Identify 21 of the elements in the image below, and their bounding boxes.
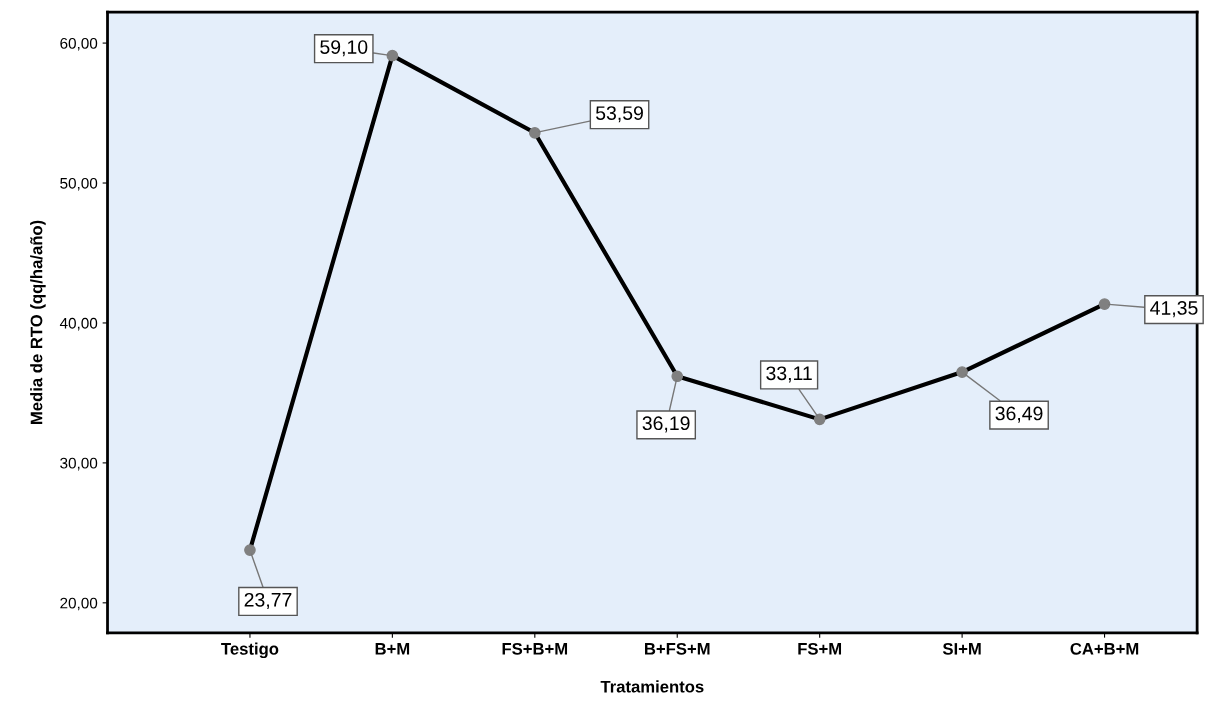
x-tick-label: SI+M	[942, 642, 981, 655]
x-tick-label: FS+M	[798, 642, 842, 655]
x-tick-label: Testigo	[221, 642, 279, 659]
data-label: 23,77	[244, 592, 292, 609]
data-label: 36,19	[642, 416, 690, 433]
x-axis-title: Tratamientos	[600, 680, 704, 693]
x-tick-label: B+M	[375, 643, 410, 655]
x-tick-label: B+FS+M	[645, 642, 710, 655]
x-tick-label: FS+B+M	[502, 642, 568, 655]
data-label: 33,11	[766, 366, 812, 383]
x-tick-label: CA+B+M	[1070, 642, 1139, 655]
y-tick-label: 60,00	[60, 37, 98, 51]
y-tick-label: 20,00	[60, 597, 98, 611]
y-axis-title: Media de RTO (qq/ha/año)	[30, 220, 46, 424]
y-tick-label: 30,00	[60, 457, 98, 471]
data-label: 36,49	[995, 406, 1043, 423]
y-tick-label: 50,00	[60, 177, 98, 191]
data-label: 53,59	[595, 106, 643, 123]
data-label: 59,10	[320, 40, 368, 57]
data-label: 41,35	[1150, 301, 1198, 318]
y-tick-label: 40,00	[59, 317, 98, 331]
